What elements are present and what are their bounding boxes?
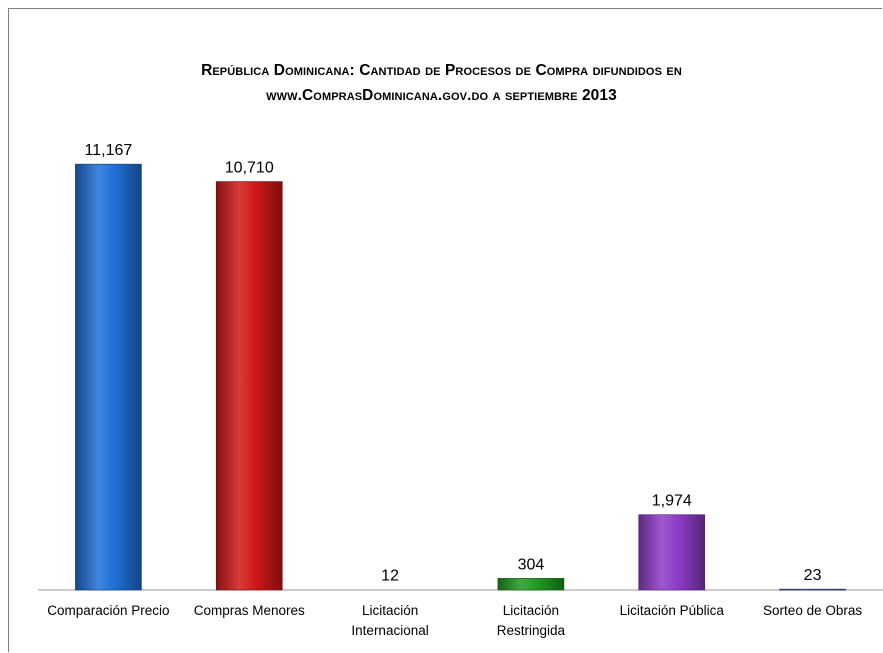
bar-value-label-3: 304 [518, 556, 545, 573]
chart-title-line-2: www.ComprasDominicana.gov.do a septiembr… [266, 87, 617, 104]
bar-value-label-5: 23 [804, 567, 822, 584]
category-label-3-line-1: Restringida [497, 623, 566, 638]
chart-title-line-1: República Dominicana: Cantidad de Proces… [201, 62, 682, 79]
bar-4 [638, 514, 706, 591]
bar-1 [215, 181, 283, 591]
category-label-0: Comparación Precio [47, 603, 169, 618]
category-label-4: Licitación Pública [620, 603, 725, 618]
category-label-2-line-0: Licitación [362, 603, 418, 618]
bar-0 [75, 163, 142, 591]
category-label-1: Compras Menores [194, 603, 305, 618]
bar-3 [497, 578, 565, 591]
category-label-2-line-1: Internacional [351, 623, 428, 638]
bar-value-label-1: 10,710 [225, 160, 274, 177]
category-label-5: Sorteo de Obras [763, 603, 862, 618]
bar-value-label-2: 12 [381, 568, 399, 585]
category-label-3-line-0: Licitación [503, 603, 559, 618]
bar-5 [779, 588, 846, 591]
chart-area [8, 8, 882, 652]
bar-value-label-4: 1,974 [652, 493, 692, 510]
bar-value-label-0: 11,167 [85, 142, 133, 159]
